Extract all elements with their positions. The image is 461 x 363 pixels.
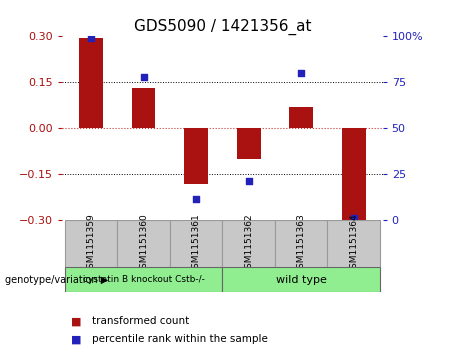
Text: ■: ■ — [71, 334, 82, 344]
Text: GSM1151364: GSM1151364 — [349, 213, 358, 274]
Bar — [170, 220, 223, 267]
Bar — [275, 220, 327, 267]
Bar — [132, 88, 155, 128]
Text: GSM1151360: GSM1151360 — [139, 213, 148, 274]
Point — [245, 178, 252, 184]
Point — [350, 215, 357, 221]
Bar — [223, 267, 380, 292]
Bar — [223, 220, 275, 267]
Text: GSM1151362: GSM1151362 — [244, 213, 253, 274]
Bar — [290, 107, 313, 128]
Text: GSM1151363: GSM1151363 — [297, 213, 306, 274]
Bar — [65, 267, 222, 292]
Bar — [118, 220, 170, 267]
Text: GSM1151361: GSM1151361 — [192, 213, 201, 274]
Text: ■: ■ — [71, 316, 82, 326]
Title: GDS5090 / 1421356_at: GDS5090 / 1421356_at — [134, 19, 311, 35]
Bar — [79, 38, 103, 128]
Text: genotype/variation ▶: genotype/variation ▶ — [5, 275, 108, 285]
Text: GSM1151359: GSM1151359 — [87, 213, 95, 274]
Text: wild type: wild type — [276, 274, 327, 285]
Bar — [65, 220, 118, 267]
Point — [297, 70, 305, 76]
Text: transformed count: transformed count — [92, 316, 189, 326]
Bar — [237, 128, 260, 159]
Point — [193, 196, 200, 202]
Bar — [342, 128, 366, 220]
Point — [140, 74, 148, 79]
Point — [88, 35, 95, 41]
Bar — [184, 128, 208, 184]
Text: cystatin B knockout Cstb-/-: cystatin B knockout Cstb-/- — [83, 275, 205, 284]
Text: percentile rank within the sample: percentile rank within the sample — [92, 334, 268, 344]
Bar — [327, 220, 380, 267]
